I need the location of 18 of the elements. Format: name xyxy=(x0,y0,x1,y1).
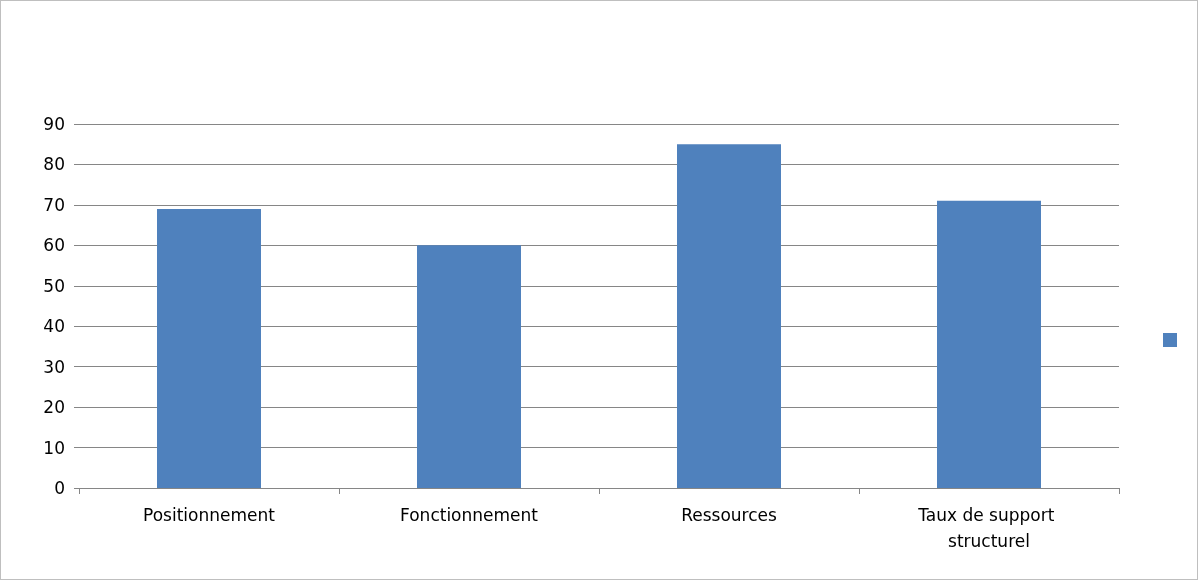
x-tick-label: Taux de support structurel xyxy=(917,505,1060,551)
y-tick-label: 90 xyxy=(43,114,65,134)
y-tick-label: 10 xyxy=(43,437,65,458)
bar xyxy=(677,144,781,488)
y-tick-label: 0 xyxy=(54,478,65,498)
y-tick-label: 30 xyxy=(43,356,65,377)
y-tick-label: 50 xyxy=(43,275,65,296)
y-tick-label: 60 xyxy=(43,235,65,256)
y-tick-label: 80 xyxy=(43,154,65,175)
bar xyxy=(157,208,261,488)
x-tick-label: Fonctionnement xyxy=(400,505,539,525)
y-tick-label: 40 xyxy=(43,316,65,337)
x-tick-label: Ressources xyxy=(681,505,777,525)
bar xyxy=(417,245,521,488)
x-tick-label: Positionnement xyxy=(143,505,276,525)
bar xyxy=(937,200,1041,488)
y-tick-label: 70 xyxy=(43,194,65,215)
y-tick-label: 20 xyxy=(43,397,65,418)
